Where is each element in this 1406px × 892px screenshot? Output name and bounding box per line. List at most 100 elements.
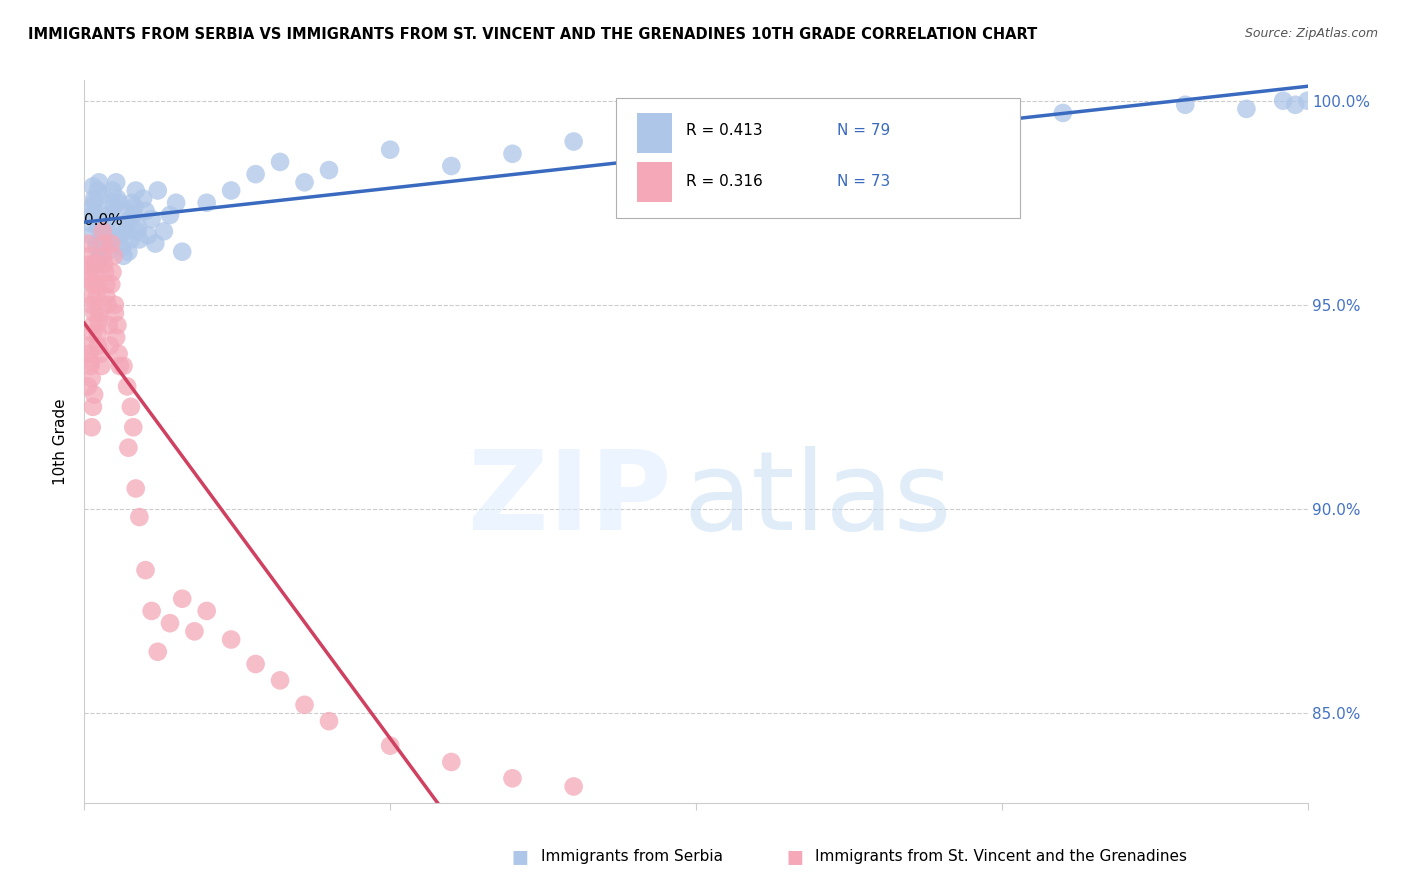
Point	[87, 252, 110, 267]
Point	[80, 371, 103, 385]
Point	[132, 192, 155, 206]
Point	[90, 232, 112, 246]
Point	[105, 318, 128, 333]
Point	[135, 203, 157, 218]
Point	[1284, 97, 1306, 112]
Point	[269, 673, 291, 688]
Point	[84, 203, 107, 218]
Point	[83, 306, 105, 320]
Point	[80, 228, 103, 243]
Point	[114, 203, 136, 218]
Point	[87, 314, 110, 328]
Point	[125, 482, 148, 496]
Point	[118, 212, 141, 227]
Text: IMMIGRANTS FROM SERBIA VS IMMIGRANTS FROM ST. VINCENT AND THE GRENADINES 10TH GR: IMMIGRANTS FROM SERBIA VS IMMIGRANTS FRO…	[28, 27, 1038, 42]
Point	[122, 208, 145, 222]
Point	[80, 298, 103, 312]
Text: Immigrants from Serbia: Immigrants from Serbia	[541, 849, 723, 863]
Point	[143, 236, 166, 251]
Point	[318, 163, 340, 178]
Point	[112, 249, 135, 263]
Point	[120, 232, 142, 246]
Point	[105, 175, 128, 189]
Text: R = 0.316: R = 0.316	[686, 174, 763, 189]
Point	[1236, 102, 1258, 116]
Point	[104, 306, 127, 320]
Point	[87, 306, 110, 320]
Point	[124, 200, 146, 214]
Text: 0.0%: 0.0%	[84, 213, 124, 228]
Point	[82, 277, 104, 292]
Point	[94, 236, 117, 251]
Bar	[637, 112, 672, 153]
Point	[98, 338, 121, 352]
Point	[153, 224, 176, 238]
Point	[97, 318, 120, 333]
Point	[294, 175, 316, 189]
Point	[146, 184, 169, 198]
Point	[79, 359, 101, 373]
Point	[807, 122, 830, 136]
Point	[84, 257, 107, 271]
Point	[122, 420, 145, 434]
Point	[98, 212, 121, 227]
Point	[318, 714, 340, 728]
Point	[125, 224, 148, 238]
Point	[245, 657, 267, 671]
Point	[172, 244, 194, 259]
Point	[80, 208, 103, 222]
Point	[82, 318, 104, 333]
Point	[91, 249, 114, 263]
Text: Immigrants from St. Vincent and the Grenadines: Immigrants from St. Vincent and the Gren…	[815, 849, 1188, 863]
Point	[136, 228, 159, 243]
FancyBboxPatch shape	[616, 98, 1021, 218]
Point	[97, 244, 120, 259]
Point	[91, 187, 114, 202]
Point	[84, 265, 107, 279]
Point	[294, 698, 316, 712]
Point	[87, 220, 110, 235]
Point	[685, 126, 707, 140]
Point	[100, 195, 122, 210]
Point	[100, 236, 122, 251]
Point	[101, 184, 124, 198]
Point	[103, 200, 125, 214]
Point	[77, 347, 100, 361]
Point	[77, 265, 100, 279]
Point	[79, 249, 101, 263]
Point	[94, 265, 117, 279]
Point	[105, 330, 128, 344]
Point	[165, 195, 187, 210]
Point	[93, 236, 115, 251]
Point	[82, 400, 104, 414]
Point	[89, 347, 111, 361]
Point	[125, 184, 148, 198]
Point	[77, 236, 100, 251]
Point	[86, 290, 108, 304]
Point	[128, 510, 150, 524]
Point	[502, 772, 524, 786]
Point	[380, 143, 402, 157]
Point	[97, 208, 120, 222]
Point	[86, 212, 108, 227]
Point	[127, 220, 149, 235]
Point	[121, 195, 143, 210]
Point	[159, 208, 181, 222]
Point	[82, 326, 104, 341]
Point	[77, 379, 100, 393]
Point	[245, 167, 267, 181]
Point	[86, 277, 108, 292]
Point	[183, 624, 205, 639]
Point	[90, 359, 112, 373]
Point	[93, 257, 115, 271]
Text: ▪: ▪	[510, 842, 530, 871]
Point	[1052, 106, 1074, 120]
Point	[104, 232, 127, 246]
Point	[103, 249, 125, 263]
Point	[96, 277, 118, 292]
Point	[82, 200, 104, 214]
Point	[117, 244, 139, 259]
Point	[96, 224, 118, 238]
Point	[128, 232, 150, 246]
Point	[112, 359, 135, 373]
